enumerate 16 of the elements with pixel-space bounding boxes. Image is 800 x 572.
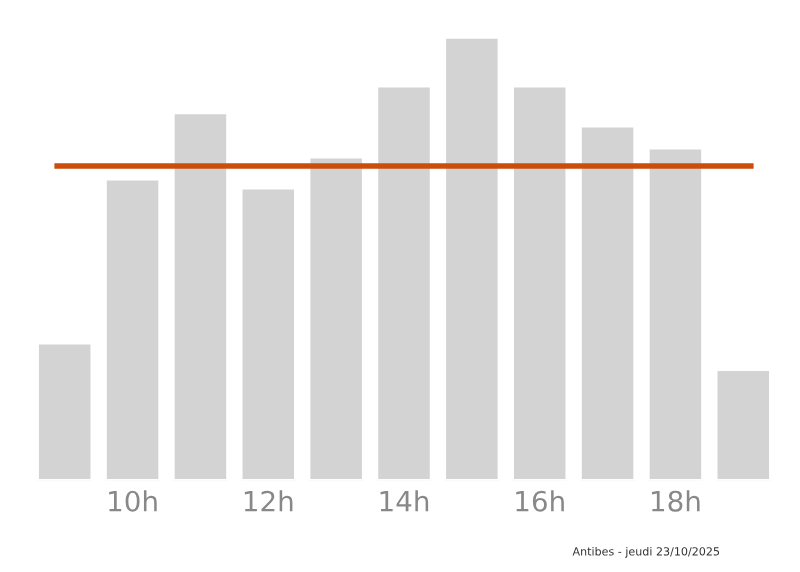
x-tick-label: 16h xyxy=(516,490,564,512)
bar xyxy=(104,177,162,481)
bar xyxy=(36,341,94,481)
x-tick-label: 12h xyxy=(244,490,293,512)
x-tick-label: 14h xyxy=(380,490,429,512)
x-tick-label: 10h xyxy=(109,490,157,512)
bar xyxy=(171,111,229,481)
bar xyxy=(511,84,569,481)
x-tick-label: 18h xyxy=(652,490,700,512)
bar xyxy=(714,368,772,481)
bar xyxy=(239,186,297,481)
bar xyxy=(579,124,637,481)
bar xyxy=(443,36,501,481)
bar xyxy=(646,146,704,481)
bar xyxy=(307,155,365,481)
bar xyxy=(375,84,433,481)
